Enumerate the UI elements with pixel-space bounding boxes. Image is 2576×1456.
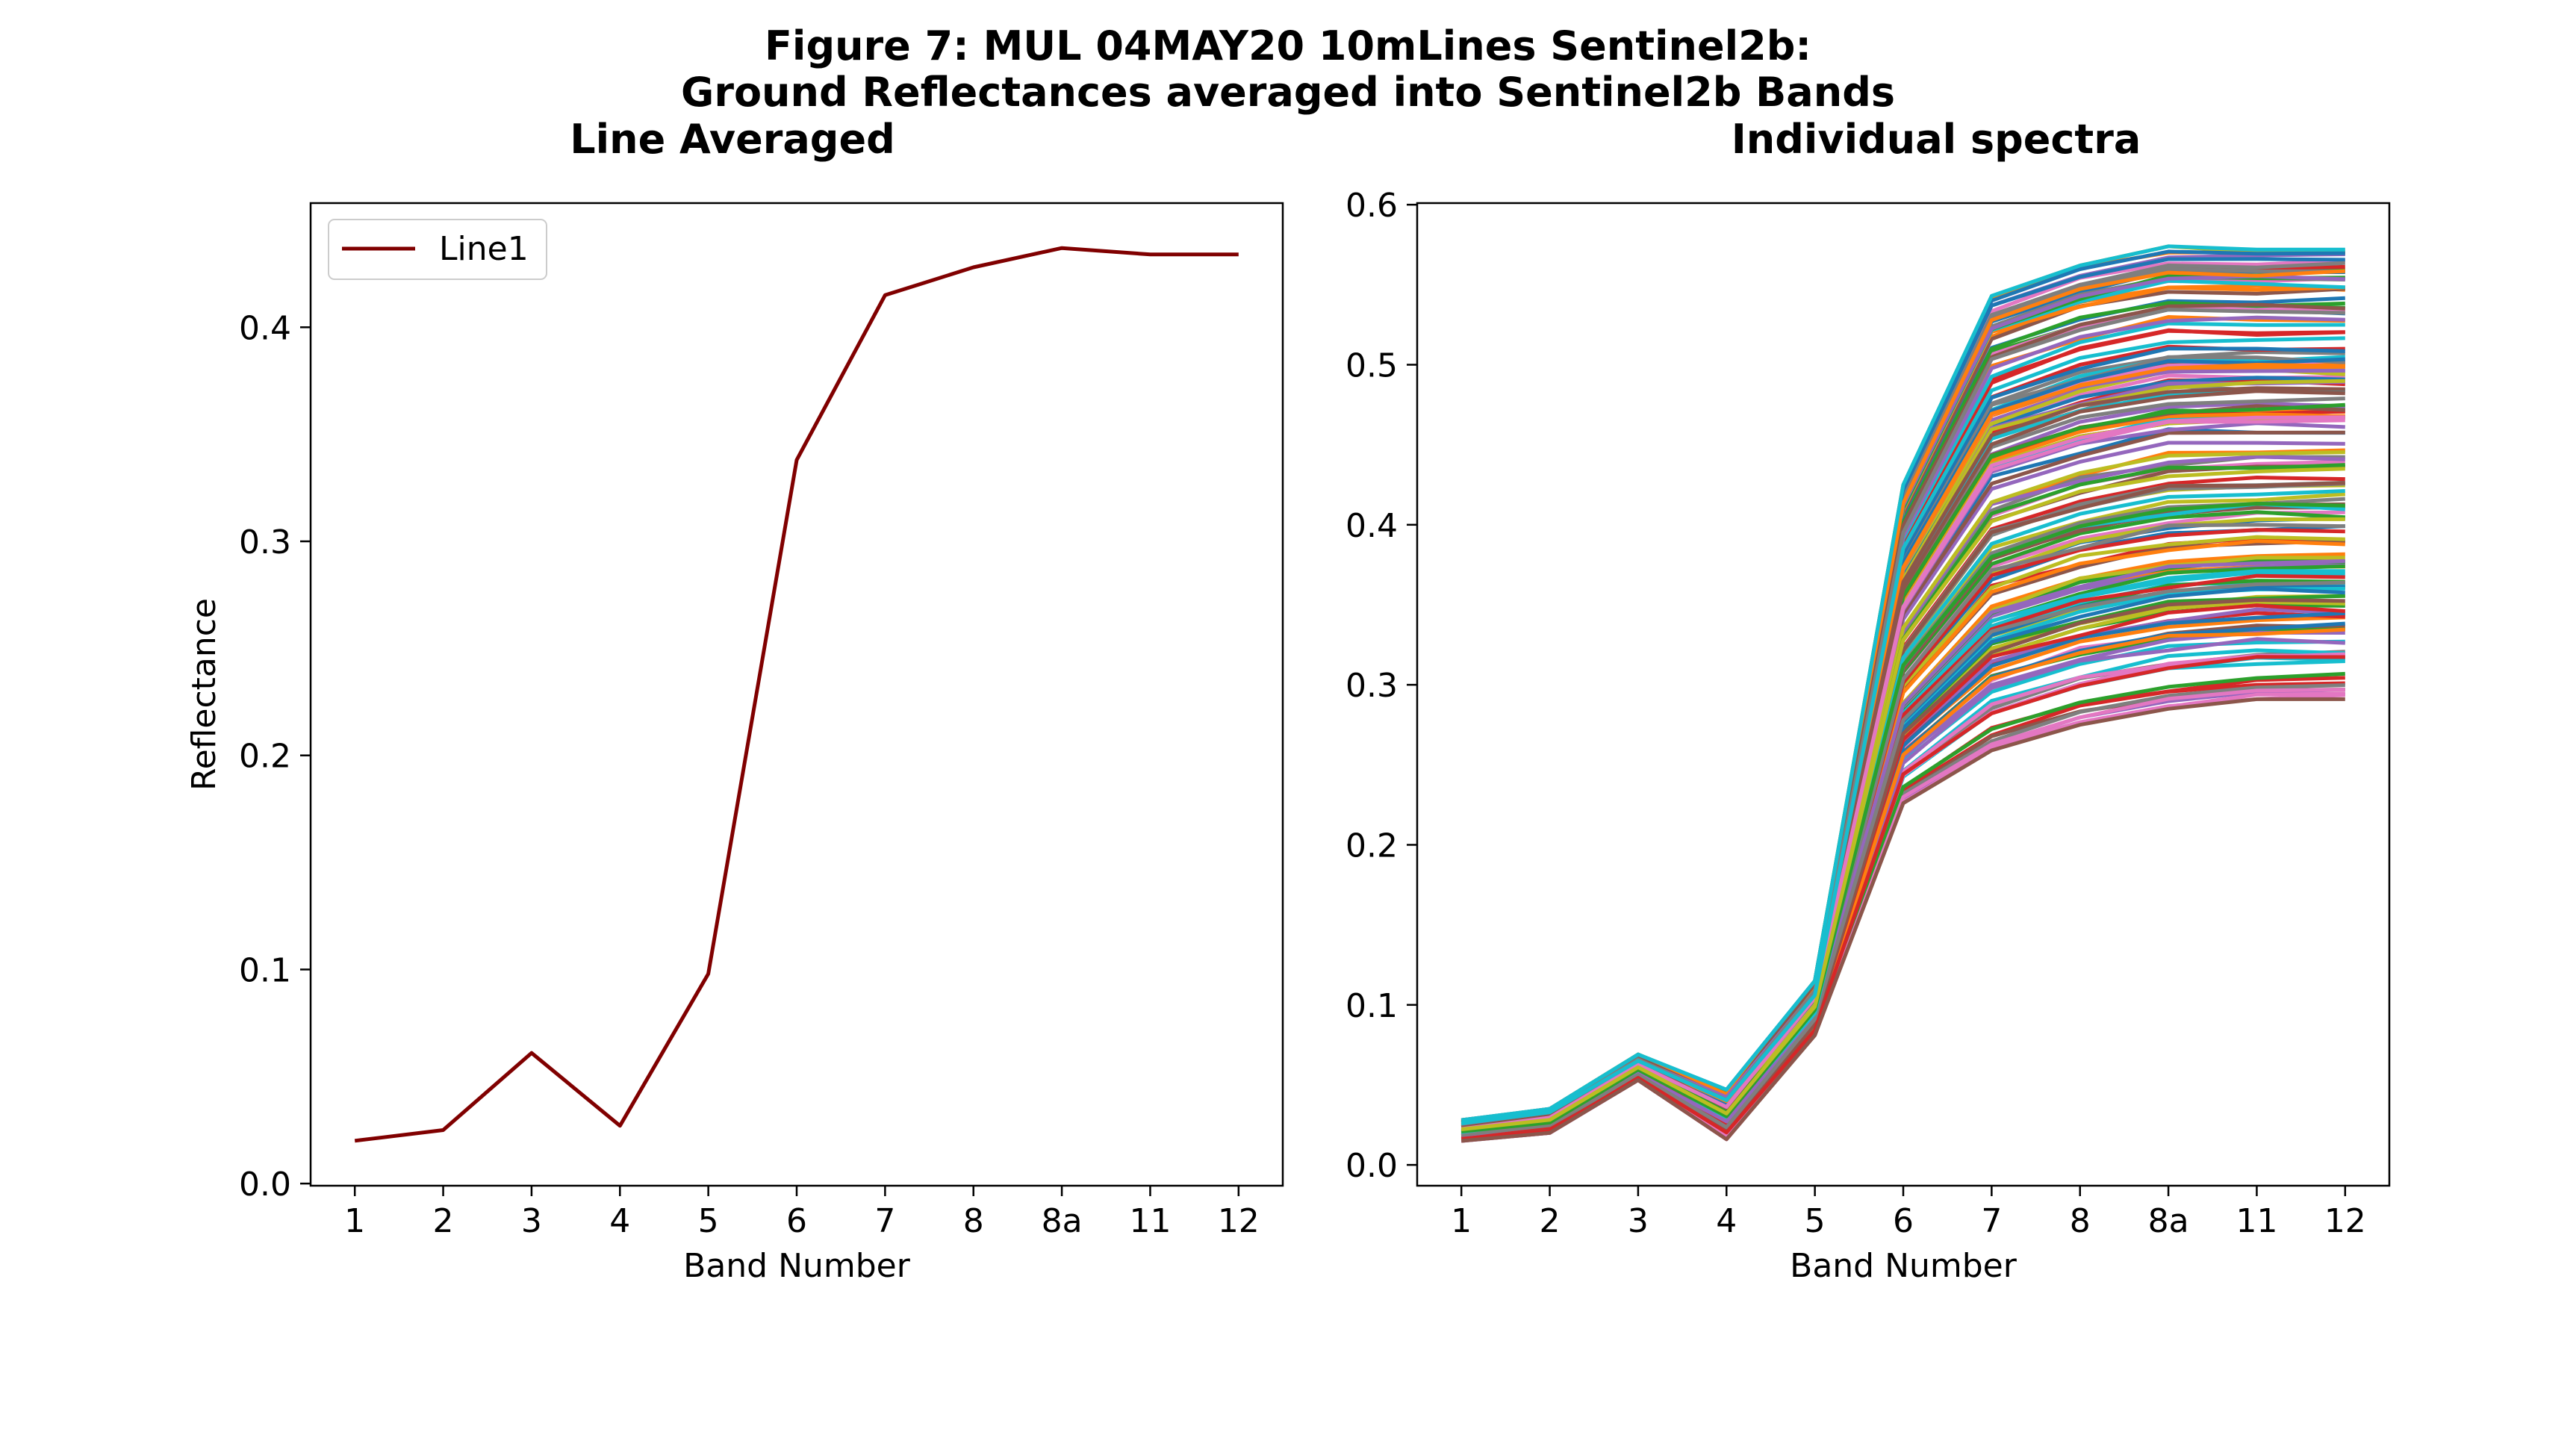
individual-spectra-x-ticks: 1 2 3 4 5 6 7 8 8a 11 12: [1451, 1186, 2366, 1240]
line-averaged-y-tick-label: 0.3: [239, 523, 291, 561]
line-averaged-series-Line1: [354, 246, 1239, 1143]
line-averaged-y-tick-label: 0.4: [239, 309, 291, 347]
individual-spectra-y-tick-label: 0.3: [1345, 667, 1398, 705]
individual-spectra-x-tick-label: 12: [2324, 1202, 2366, 1240]
legend: Line1: [328, 219, 547, 280]
individual-spectra-x-tick-label: 6: [1893, 1202, 1914, 1240]
line-averaged-y-tick-label: 0.0: [239, 1166, 291, 1204]
line-averaged-x-ticks: 1 2 3 4 5 6 7 8 8a 11 12: [344, 1186, 1260, 1240]
line-averaged-x-axis-label: Band Number: [683, 1247, 911, 1285]
individual-spectra-spectrum-line: [1460, 336, 2345, 1126]
line-averaged-panel: Line Averaged 1 2 3 4 5 6 7 8 8a 11 12 0.00.10.20.…: [185, 116, 1284, 1285]
line-averaged-plot: [354, 246, 1239, 1143]
individual-spectra-x-tick-label: 7: [1981, 1202, 2002, 1240]
line-averaged-x-tick-label: 12: [1218, 1202, 1260, 1240]
individual-spectra-y-tick-label: 0.1: [1345, 987, 1398, 1025]
individual-spectra-y-tick-label: 0.6: [1345, 187, 1398, 225]
line-averaged-y-tick-label: 0.1: [239, 951, 291, 989]
individual-spectra-spectrum-line-high: [1460, 244, 2345, 1122]
individual-spectra-spectrum-line: [1460, 415, 2345, 1131]
line-averaged-y-tick-label: 0.2: [239, 738, 291, 776]
individual-spectra-x-tick-label: 5: [1805, 1202, 1826, 1240]
individual-spectra-spectrum-line-low: [1460, 697, 2345, 1143]
individual-spectra-x-tick-label: 11: [2236, 1202, 2277, 1240]
individual-spectra-spectrum-line: [1460, 467, 2345, 1131]
individual-spectra-panel: Individual spectra 1 2 3 4 5 6 7 8 8a 11 12 0.00.1…: [1345, 116, 2391, 1285]
individual-spectra-x-tick-label: 3: [1628, 1202, 1649, 1240]
line-averaged-y-axis-label: Reflectance: [185, 598, 223, 791]
line-averaged-x-tick-label: 5: [698, 1202, 719, 1240]
line-averaged-x-tick-label: 4: [609, 1202, 630, 1240]
individual-spectra-x-tick-label: 8: [2070, 1202, 2091, 1240]
individual-spectra-y-tick-label: 0.5: [1345, 346, 1398, 385]
line-averaged-x-tick-label: 6: [786, 1202, 807, 1240]
individual-spectra-y-tick-label: 0.4: [1345, 507, 1398, 545]
individual-spectra-x-tick-label: 1: [1451, 1202, 1472, 1240]
line-averaged-x-tick-label: 7: [874, 1202, 895, 1240]
legend-box: [328, 219, 547, 280]
legend-line1-label: Line1: [439, 230, 529, 268]
individual-spectra-title: Individual spectra: [1732, 116, 2141, 163]
line-averaged-x-tick-label: 11: [1129, 1202, 1171, 1240]
line-averaged-x-tick-label: 3: [521, 1202, 542, 1240]
individual-spectra-y-tick-label: 0.2: [1345, 827, 1398, 865]
individual-spectra-x-tick-label: 8a: [2148, 1202, 2189, 1240]
figure-title-line-1: Figure 7: MUL 04MAY20 10mLines Sentinel2…: [765, 22, 1811, 69]
individual-spectra-y-ticks: 0.0 0.1 0.2 0.3 0.4 0.5 0.6: [1345, 187, 1417, 1185]
figure-title-line-2: Ground Reflectances averaged into Sentin…: [681, 69, 1895, 116]
individual-spectra-x-axis-label: Band Number: [1790, 1247, 2017, 1285]
individual-spectra-spectrum-line: [1460, 580, 2345, 1137]
line-averaged-title: Line Averaged: [570, 116, 895, 163]
line-averaged-x-tick-label: 8a: [1042, 1202, 1083, 1240]
individual-spectra-spectrum-line: [1460, 502, 2345, 1133]
individual-spectra-x-tick-label: 4: [1716, 1202, 1737, 1240]
individual-spectra-y-tick-label: 0.0: [1345, 1147, 1398, 1185]
line-averaged-x-tick-label: 2: [433, 1202, 454, 1240]
individual-spectra-x-tick-label: 2: [1540, 1202, 1561, 1240]
line-averaged-x-tick-label: 8: [963, 1202, 984, 1240]
line-averaged-y-ticks: 0.0 0.1 0.2 0.3 0.4: [239, 309, 311, 1204]
line-averaged-x-tick-label: 1: [344, 1202, 365, 1240]
individual-spectra-plot: [1460, 244, 2345, 1143]
